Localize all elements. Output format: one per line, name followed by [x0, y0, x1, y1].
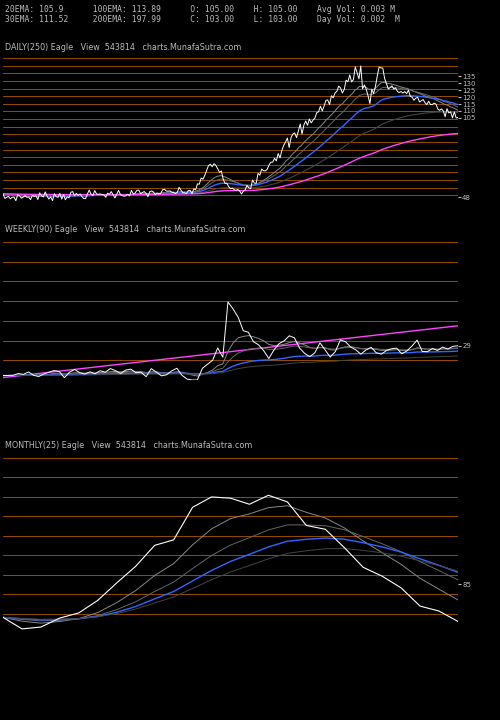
- Text: MONTHLY(25) Eagle   View  543814   charts.MunafaSutra.com: MONTHLY(25) Eagle View 543814 charts.Mun…: [5, 441, 252, 450]
- Text: DAILY(250) Eagle   View  543814   charts.MunafaSutra.com: DAILY(250) Eagle View 543814 charts.Muna…: [5, 43, 242, 52]
- Text: WEEKLY(90) Eagle   View  543814   charts.MunafaSutra.com: WEEKLY(90) Eagle View 543814 charts.Muna…: [5, 225, 246, 234]
- Text: 20EMA: 105.9      100EMA: 113.89      O: 105.00    H: 105.00    Avg Vol: 0.003 M: 20EMA: 105.9 100EMA: 113.89 O: 105.00 H:…: [5, 5, 395, 14]
- Text: 30EMA: 111.52     200EMA: 197.99      C: 103.00    L: 103.00    Day Vol: 0.002  : 30EMA: 111.52 200EMA: 197.99 C: 103.00 L…: [5, 15, 400, 24]
